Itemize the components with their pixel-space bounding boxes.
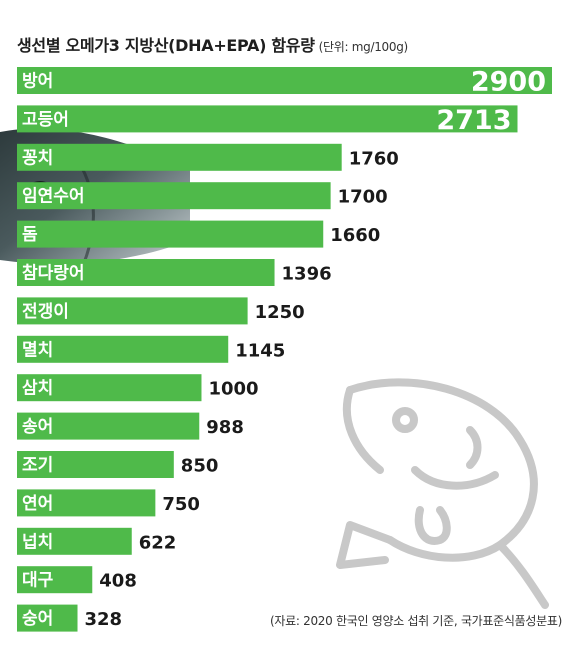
value-label: 622: [139, 532, 177, 553]
bar-15: [17, 604, 78, 632]
category-label: 멸치: [22, 340, 53, 360]
chart-unit-label: (단위: mg/100g): [318, 40, 409, 54]
bar-1: [17, 67, 552, 94]
bar-13: [17, 527, 132, 555]
value-label: 1660: [330, 225, 380, 246]
category-label: 넙치: [22, 532, 53, 552]
bar-14: [17, 566, 93, 594]
category-label: 방어: [22, 72, 53, 92]
fish-outline-icon: [336, 378, 549, 609]
chart-title-main: 생선별 오메가3 지방산(DHA+EPA) 함유량: [17, 36, 315, 55]
value-label: 2900: [471, 67, 546, 98]
bar-11: [17, 451, 174, 478]
value-label: 988: [206, 417, 244, 438]
bar-7: [17, 297, 248, 325]
source-note: (자료: 2020 한국인 영양소 섭취 기준, 국가표준식품성분표): [270, 614, 562, 628]
category-label: 임연수어: [22, 186, 85, 207]
bar-12: [17, 489, 156, 517]
category-label: 꽁치: [22, 148, 53, 168]
bar-2: [17, 105, 518, 133]
value-label: 1700: [338, 187, 388, 208]
value-label: 328: [85, 609, 123, 630]
category-label: 송어: [22, 417, 53, 437]
bar-5: [17, 220, 324, 248]
category-label: 조기: [22, 456, 53, 476]
value-label: 1250: [255, 302, 305, 323]
bar-6: [17, 259, 275, 286]
category-label: 고등어: [22, 110, 69, 130]
category-label: 참다랑어: [22, 263, 85, 284]
value-label: 750: [162, 494, 200, 515]
value-label: 1760: [349, 148, 399, 169]
category-label: 전갱이: [22, 302, 69, 322]
value-label: 2713: [436, 105, 511, 136]
value-label: 1145: [235, 340, 285, 361]
category-label: 돔: [22, 225, 38, 245]
category-label: 연어: [22, 494, 53, 514]
bar-10: [17, 412, 200, 440]
bar-4: [17, 182, 331, 210]
chart-title: 생선별 오메가3 지방산(DHA+EPA) 함유량 (단위: mg/100g): [17, 32, 408, 56]
category-label: 대구: [22, 571, 54, 591]
value-label: 1000: [208, 379, 258, 400]
bar-9: [17, 374, 202, 402]
category-label: 숭어: [22, 609, 53, 629]
bar-3: [17, 143, 342, 171]
category-label: 삼치: [22, 379, 53, 399]
value-label: 850: [181, 456, 219, 477]
value-label: 408: [99, 571, 137, 592]
bar-8: [17, 335, 229, 363]
value-label: 1396: [282, 264, 332, 285]
